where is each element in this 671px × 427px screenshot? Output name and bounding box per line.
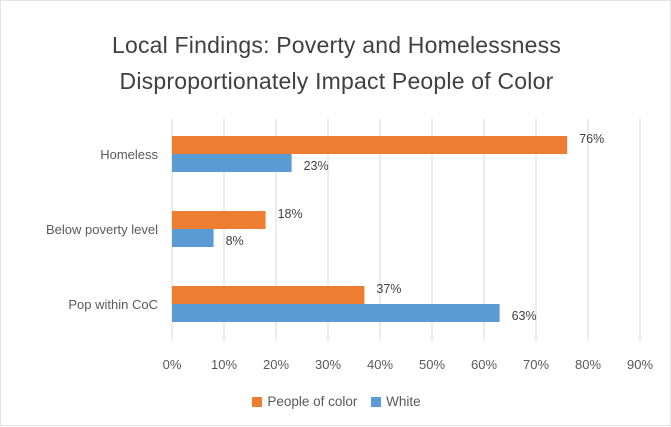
bar-white-pop-within-coc bbox=[172, 304, 500, 322]
data-label-white-pop-within-coc: 63% bbox=[512, 309, 537, 323]
bar-people-of-color-below-poverty-level bbox=[172, 211, 266, 229]
bar-white-homeless bbox=[172, 154, 292, 172]
legend-item-people-of-color: People of color bbox=[252, 394, 357, 409]
bar-people-of-color-pop-within-coc bbox=[172, 286, 365, 304]
x-tick-label: 40% bbox=[367, 357, 393, 372]
data-labels: 76% 18% 37% 23% 8% 63% bbox=[226, 132, 605, 323]
x-tick-label: 50% bbox=[419, 357, 445, 372]
x-tick-label: 10% bbox=[211, 357, 237, 372]
x-tick-label: 90% bbox=[627, 357, 653, 372]
legend: People of color White bbox=[1, 394, 671, 410]
chart-title-line-1: Local Findings: Poverty and Homelessness bbox=[111, 32, 562, 58]
x-tick-label: 80% bbox=[575, 357, 601, 372]
bar-white-below-poverty-level bbox=[172, 229, 214, 247]
legend-label-people-of-color: People of color bbox=[267, 394, 358, 409]
data-label-white-below-poverty-level: 8% bbox=[226, 234, 244, 248]
category-labels: Homeless Below poverty level Pop within Co… bbox=[46, 147, 158, 312]
category-label-homeless: Homeless bbox=[100, 147, 158, 162]
category-label-pop-within-coc: Pop within CoC bbox=[68, 297, 158, 312]
data-label-people-of-color-below-poverty-level: 18% bbox=[278, 207, 303, 221]
legend-swatch-white bbox=[371, 396, 382, 407]
bars bbox=[172, 136, 568, 322]
legend-item-white: White bbox=[371, 394, 421, 409]
data-label-people-of-color-pop-within-coc: 37% bbox=[376, 282, 401, 296]
x-tick-label: 30% bbox=[315, 357, 341, 372]
x-tick-label: 70% bbox=[523, 357, 549, 372]
category-label-below-poverty-level: Below poverty level bbox=[46, 222, 158, 237]
x-tick-label: 60% bbox=[471, 357, 497, 372]
x-axis-ticks: 0% 10% 20% 30% 40% 50% 60% 70% 80% 90% bbox=[163, 357, 654, 372]
chart-title-line-2: Disproportionately Impact People of Colo… bbox=[119, 68, 554, 94]
data-label-white-homeless: 23% bbox=[304, 159, 329, 173]
x-tick-label: 20% bbox=[263, 357, 289, 372]
chart-title: Local Findings: Poverty and Homelessness… bbox=[1, 27, 671, 99]
legend-label-white: White bbox=[386, 394, 421, 409]
data-label-people-of-color-homeless: 76% bbox=[579, 132, 604, 146]
legend-swatch-people-of-color bbox=[252, 396, 263, 407]
bar-people-of-color-homeless bbox=[172, 136, 568, 154]
x-tick-label: 0% bbox=[163, 357, 182, 372]
